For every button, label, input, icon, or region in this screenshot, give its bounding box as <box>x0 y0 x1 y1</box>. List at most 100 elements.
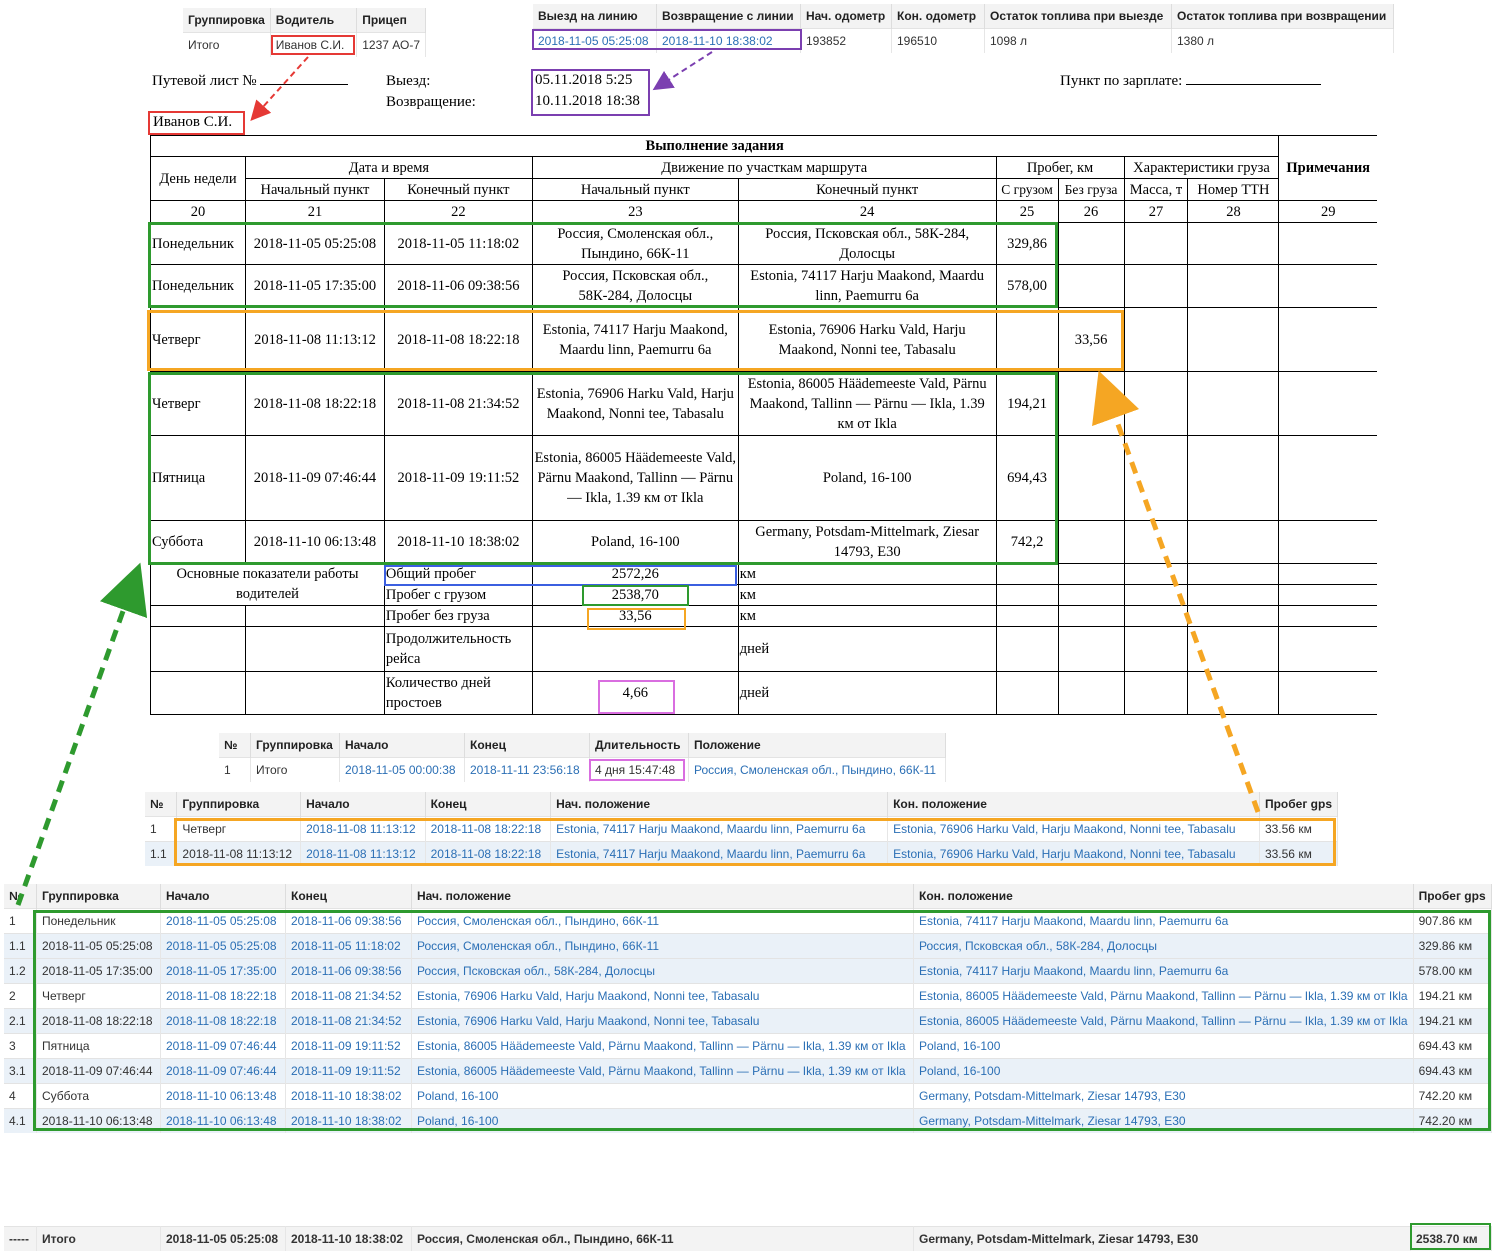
start-position-link[interactable]: Estonia, 76906 Harku Vald, Harju Maakond… <box>411 983 914 1009</box>
mass-cell <box>1123 371 1189 436</box>
start-link[interactable]: 2018-11-09 07:46:44 <box>160 1058 286 1084</box>
end-link[interactable]: 2018-11-09 19:11:52 <box>285 1058 412 1084</box>
column-header: Группировка <box>183 8 271 33</box>
start-position-link[interactable]: Estonia, 74117 Harju Maakond, Maardu lin… <box>550 816 889 842</box>
column-header: № <box>219 733 251 758</box>
end-link[interactable]: 2018-11-08 18:22:18 <box>425 816 552 842</box>
summary-unit: км <box>737 563 997 585</box>
blank-cell <box>1123 563 1189 585</box>
column-header: Выезд на линию <box>533 4 657 29</box>
end-position-link[interactable]: Germany, Potsdam-Mittelmark, Ziesar 1479… <box>913 1108 1414 1133</box>
blank-cell <box>1278 584 1377 606</box>
blank-cell <box>150 671 246 715</box>
blank-cell <box>150 626 246 672</box>
arrow-dates <box>652 51 713 91</box>
col-number: 20 <box>150 200 246 223</box>
end-cell: 2018-11-09 19:11:52 <box>383 435 533 521</box>
summary-label: Количество дней простоев <box>383 671 533 715</box>
start-link[interactable]: 2018-11-05 05:25:08 <box>160 908 286 934</box>
mileage-cell: 194.21 км <box>1413 983 1493 1009</box>
blank-cell <box>995 671 1059 715</box>
start-link[interactable]: 2018-11-08 11:13:12 <box>300 841 426 866</box>
summary-unit: км <box>737 584 997 606</box>
end-position-link[interactable]: Germany, Potsdam-Mittelmark, Ziesar 1479… <box>913 1083 1414 1109</box>
col-number: 28 <box>1187 200 1280 223</box>
start-link[interactable]: 2018-11-08 11:13:12 <box>300 816 426 842</box>
summary-value: 2572,26 <box>531 563 739 585</box>
stops-table-header: № Группировка Начало Конец Длительность … <box>219 733 946 758</box>
table-row: 1.1 2018-11-08 11:13:12 2018-11-08 11:13… <box>145 841 1339 866</box>
start-link[interactable]: 2018-11-09 07:46:44 <box>160 1033 286 1059</box>
ttn-cell <box>1187 307 1280 372</box>
end-position-link[interactable]: Estonia, 86005 Häädemeeste Vald, Pärnu M… <box>913 1008 1414 1034</box>
start-position-link[interactable]: Estonia, 86005 Häädemeeste Vald, Pärnu M… <box>411 1058 914 1084</box>
mileage-cell: 907.86 км <box>1413 908 1493 934</box>
row-number: 1 <box>4 908 37 934</box>
start-link[interactable]: 2018-11-05 05:25:08 <box>160 933 286 959</box>
driver-table: Группировка Водитель Прицеп Итого Иванов… <box>183 8 426 57</box>
empty-cell <box>1057 520 1125 564</box>
end-position-link[interactable]: Россия, Псковская обл., 58К-284, Долосцы <box>913 933 1414 959</box>
end-link[interactable]: 2018-11-09 19:11:52 <box>285 1033 412 1059</box>
column-header: Конец <box>285 884 412 909</box>
column-header: Остаток топлива при возвращении <box>1171 4 1394 29</box>
start-link[interactable]: 2018-11-05 00:00:38 <box>339 757 465 782</box>
mass-cell <box>1123 307 1189 372</box>
end-link[interactable]: 2018-11-10 18:38:02 <box>285 1108 412 1133</box>
end-link[interactable]: 2018-11-05 11:18:02 <box>285 933 412 959</box>
start-position-link[interactable]: Estonia, 86005 Häädemeeste Vald, Pärnu M… <box>411 1033 914 1059</box>
end-link[interactable]: 2018-11-10 18:38:02 <box>285 1083 412 1109</box>
start-position-link[interactable]: Россия, Смоленская обл., Пындино, 66К-11 <box>411 908 914 934</box>
grouping-cell: Итого <box>250 757 340 782</box>
notes-cell <box>1278 520 1377 564</box>
start-link[interactable]: 2018-11-08 18:22:18 <box>160 1008 286 1034</box>
grouping-cell: 2018-11-08 11:13:12 <box>176 841 302 866</box>
start-link[interactable]: 2018-11-10 06:13:48 <box>160 1083 286 1109</box>
depart-link[interactable]: 2018-11-05 05:25:08 <box>533 28 657 53</box>
end-position-link[interactable]: Poland, 16-100 <box>913 1058 1414 1084</box>
end-cell: 2018-11-05 11:18:02 <box>383 222 533 265</box>
column-header: Длительность <box>589 733 689 758</box>
end-position-link[interactable]: Estonia, 76906 Harku Vald, Harju Maakond… <box>887 816 1260 842</box>
end-position-link[interactable]: Estonia, 74117 Harju Maakond, Maardu lin… <box>913 958 1414 984</box>
blank-cell <box>244 626 385 672</box>
grouping-cell: 2018-11-10 06:13:48 <box>36 1108 161 1133</box>
start-position-link[interactable]: Poland, 16-100 <box>411 1083 914 1109</box>
row-number: 1.1 <box>4 933 37 959</box>
start-position-link[interactable]: Россия, Псковская обл., 58К-284, Долосцы <box>411 958 914 984</box>
end-position-link[interactable]: Poland, 16-100 <box>913 1033 1414 1059</box>
end-link[interactable]: 2018-11-08 18:22:18 <box>425 841 552 866</box>
start-cell: 2018-11-09 07:46:44 <box>244 435 385 521</box>
end-position-link[interactable]: Estonia, 74117 Harju Maakond, Maardu lin… <box>913 908 1414 934</box>
col-number: 22 <box>383 200 533 223</box>
start-position-link[interactable]: Estonia, 76906 Harku Vald, Harju Maakond… <box>411 1008 914 1034</box>
header-route-start: Начальный пункт <box>531 178 739 201</box>
grouping-cell: Четверг <box>36 983 161 1009</box>
start-position-link[interactable]: Poland, 16-100 <box>411 1108 914 1133</box>
position-link[interactable]: Россия, Смоленская обл., Пындино, 66К-11 <box>688 757 946 782</box>
start-position-link[interactable]: Россия, Смоленская обл., Пындино, 66К-11 <box>411 933 914 959</box>
header-route-end: Конечный пункт <box>737 178 997 201</box>
header-end: Конечный пункт <box>383 178 533 201</box>
return-link[interactable]: 2018-11-10 18:38:02 <box>656 28 801 53</box>
blank-cell <box>995 584 1059 606</box>
start-link[interactable]: 2018-11-10 06:13:48 <box>160 1108 286 1133</box>
end-link[interactable]: 2018-11-08 21:34:52 <box>285 983 412 1009</box>
end-link[interactable]: 2018-11-11 23:56:18 <box>464 757 590 782</box>
blank-cell <box>150 605 246 627</box>
notes-cell <box>1278 307 1377 372</box>
column-header: Остаток топлива при выезде <box>984 4 1172 29</box>
end-position-link[interactable]: Estonia, 86005 Häädemeeste Vald, Pärnu M… <box>913 983 1414 1009</box>
start-link[interactable]: 2018-11-08 18:22:18 <box>160 983 286 1009</box>
day-cell: Понедельник <box>150 222 246 265</box>
end-link[interactable]: 2018-11-06 09:38:56 <box>285 908 412 934</box>
column-header: Прицеп <box>356 8 426 33</box>
waybill-driver: Иванов С.И. <box>153 114 233 130</box>
start-position-link[interactable]: Estonia, 74117 Harju Maakond, Maardu lin… <box>550 841 889 866</box>
end-link[interactable]: 2018-11-06 09:38:56 <box>285 958 412 984</box>
end-link[interactable]: 2018-11-08 21:34:52 <box>285 1008 412 1034</box>
end-position-link[interactable]: Estonia, 76906 Harku Vald, Harju Maakond… <box>887 841 1260 866</box>
start-link[interactable]: 2018-11-05 17:35:00 <box>160 958 286 984</box>
column-header: Возвращение с линии <box>656 4 801 29</box>
total-row: ----- Итого 2018-11-05 05:25:08 2018-11-… <box>4 1226 1492 1251</box>
